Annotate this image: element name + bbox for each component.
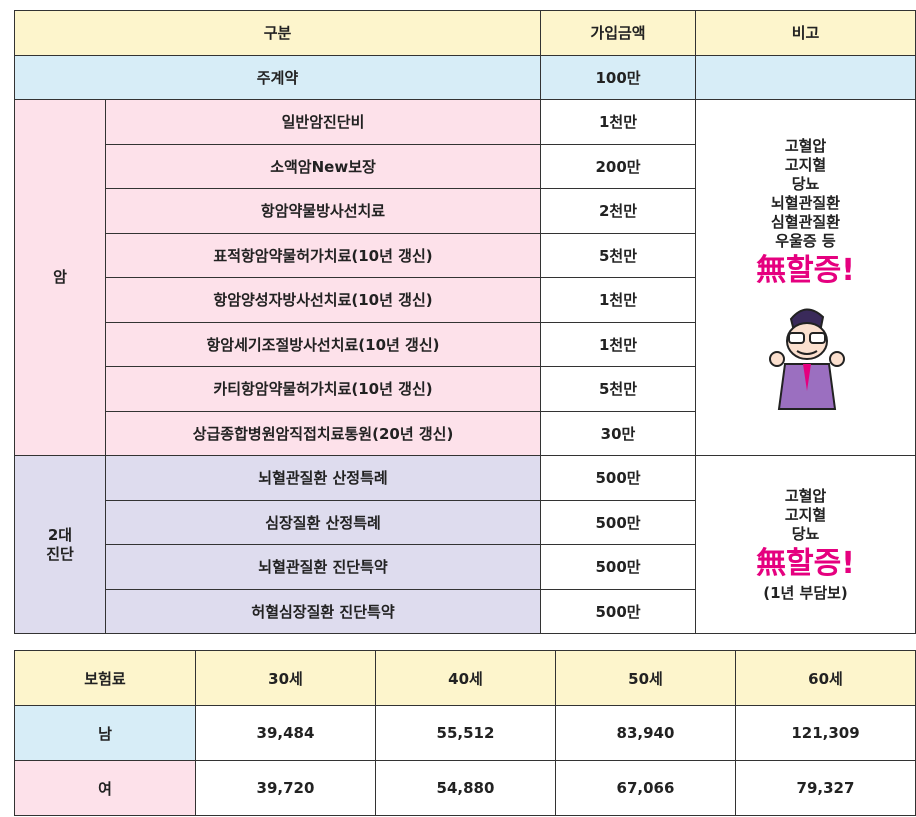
item-amount: 5천만 [540, 366, 697, 412]
note-line: 우울증 등 [775, 231, 836, 250]
item-row: 상급종합병원암직접치료통원(20년 갱신) 30만 [15, 410, 916, 456]
item-amount: 1천만 [540, 99, 697, 145]
main-amount: 100만 [540, 54, 697, 100]
premium-row: 여 39,720 54,880 67,066 79,327 [14, 760, 916, 816]
premium-value: 54,880 [375, 760, 556, 816]
note-footnote: (1년 부담보) [763, 583, 848, 602]
item-amount: 1천만 [540, 321, 697, 367]
premium-value: 39,720 [195, 760, 376, 816]
header-cell: 비고 [695, 10, 916, 56]
note-line: 당뇨 [791, 524, 820, 543]
item-amount: 1천만 [540, 277, 697, 323]
item-row: 2대 진단 뇌혈관질환 산정특례 500만 고혈압 고지혈 당뇨 無할증! (1년 부담보) [14, 455, 916, 634]
item-amount: 2천만 [540, 188, 697, 234]
mascot [768, 308, 845, 410]
premium-value: 67,066 [555, 760, 736, 816]
item-row: 소액암New보장 200만 [15, 143, 916, 189]
note-cell: 고혈압 고지혈 당뇨 뇌혈관질환 심혈관질환 우울증 등 無할증! [695, 99, 916, 456]
item-amount: 500만 [540, 499, 697, 545]
premium-table: 보험료 30세 40세 50세 60세 남 39,484 55,512 83,940 121,30… [14, 650, 916, 816]
premium-value: 79,327 [735, 760, 916, 816]
note-badge: 無할증! [756, 545, 855, 581]
item-row: 항암약물방사선치료 2천만 [15, 188, 916, 234]
item-amount: 30만 [540, 410, 697, 456]
item-amount: 500만 [540, 544, 697, 590]
item-row: 암 일반암진단비 1천만 고혈압 고지혈 당뇨 뇌혈관질환 심혈관질환 우울증 등 無할증! [14, 99, 916, 456]
note-line: 뇌혈관질환 [771, 193, 841, 212]
note-line: 고지혈 [784, 155, 827, 174]
premium-label: 남 [14, 705, 196, 761]
group-cell: 2대 진단 [14, 455, 106, 634]
item-row: 심장질환 산정특례 500만 [15, 499, 916, 545]
premium-header-cell: 보험료 [14, 650, 196, 706]
group-name: 2대 [47, 525, 73, 544]
premium-label: 여 [14, 760, 196, 816]
header-row: 구분 가입금액 비고 [13, 10, 916, 56]
group-name: 진단 [46, 544, 74, 563]
group-name: 암 [53, 268, 67, 286]
item-row: 항암세기조절방사선치료(10년 갱신) 1천만 [15, 321, 916, 367]
premium-value: 55,512 [375, 705, 556, 761]
group-cell: 암 [14, 99, 106, 456]
item-row: 항암양성자방사선치료(10년 갱신) 1천만 [15, 277, 916, 323]
header-cell: 구분 [13, 10, 542, 56]
premium-value: 121,309 [735, 705, 916, 761]
item-name: 항암세기조절방사선치료(10년 갱신) [104, 321, 542, 367]
item-row: 허혈심장질환 진단특약 500만 [15, 588, 916, 634]
main-label: 주계약 [13, 54, 542, 100]
item-name: 소액암New보장 [104, 143, 542, 189]
main-row: 주계약 100만 [13, 54, 916, 100]
item-name: 허혈심장질환 진단특약 [104, 588, 542, 634]
item-name: 카티항암약물허가치료(10년 갱신) [104, 366, 542, 412]
item-row: 표적항암약물허가치료(10년 갱신) 5천만 [15, 232, 916, 278]
premium-header-cell: 30세 [195, 650, 376, 706]
premium-row: 남 39,484 55,512 83,940 121,309 [14, 705, 916, 761]
item-name: 항암양성자방사선치료(10년 갱신) [104, 277, 542, 323]
premium-header: 보험료 30세 40세 50세 60세 [14, 650, 916, 706]
note-cell: 고혈압 고지혈 당뇨 無할증! (1년 부담보) [695, 455, 916, 634]
item-amount: 5천만 [540, 232, 697, 278]
item-name: 표적항암약물허가치료(10년 갱신) [104, 232, 542, 278]
note-line: 고혈압 [784, 486, 827, 505]
note-line: 심혈관질환 [771, 212, 841, 231]
note-line: 당뇨 [791, 174, 820, 193]
header-cell: 가입금액 [540, 10, 697, 56]
premium-header-cell: 40세 [375, 650, 556, 706]
item-name: 심장질환 산정특례 [104, 499, 542, 545]
item-name: 일반암진단비 [104, 99, 542, 145]
premium-header-cell: 50세 [555, 650, 736, 706]
main-note [695, 54, 916, 100]
premium-header-cell: 60세 [735, 650, 916, 706]
item-name: 뇌혈관질환 진단특약 [104, 544, 542, 590]
item-row: 카티항암약물허가치료(10년 갱신) 5천만 [15, 366, 916, 412]
item-name: 항암약물방사선치료 [104, 188, 542, 234]
item-name: 뇌혈관질환 산정특례 [104, 455, 542, 501]
note-badge: 無할증! [756, 252, 855, 288]
note-line: 고혈압 [784, 136, 827, 155]
item-name: 상급종합병원암직접치료통원(20년 갱신) [104, 410, 542, 456]
item-row: 뇌혈관질환 진단특약 500만 [15, 544, 916, 590]
premium-value: 39,484 [195, 705, 376, 761]
item-amount: 500만 [540, 455, 697, 501]
coverage-table: 구분 가입금액 비고 주계약 100만 암 일반암진단비 1천만 고혈압 고지혈 당뇨 뇌혈관질환 심혈… [13, 10, 916, 634]
item-amount: 200만 [540, 143, 697, 189]
item-amount: 500만 [540, 588, 697, 634]
premium-value: 83,940 [555, 705, 736, 761]
note-line: 고지혈 [784, 505, 827, 524]
